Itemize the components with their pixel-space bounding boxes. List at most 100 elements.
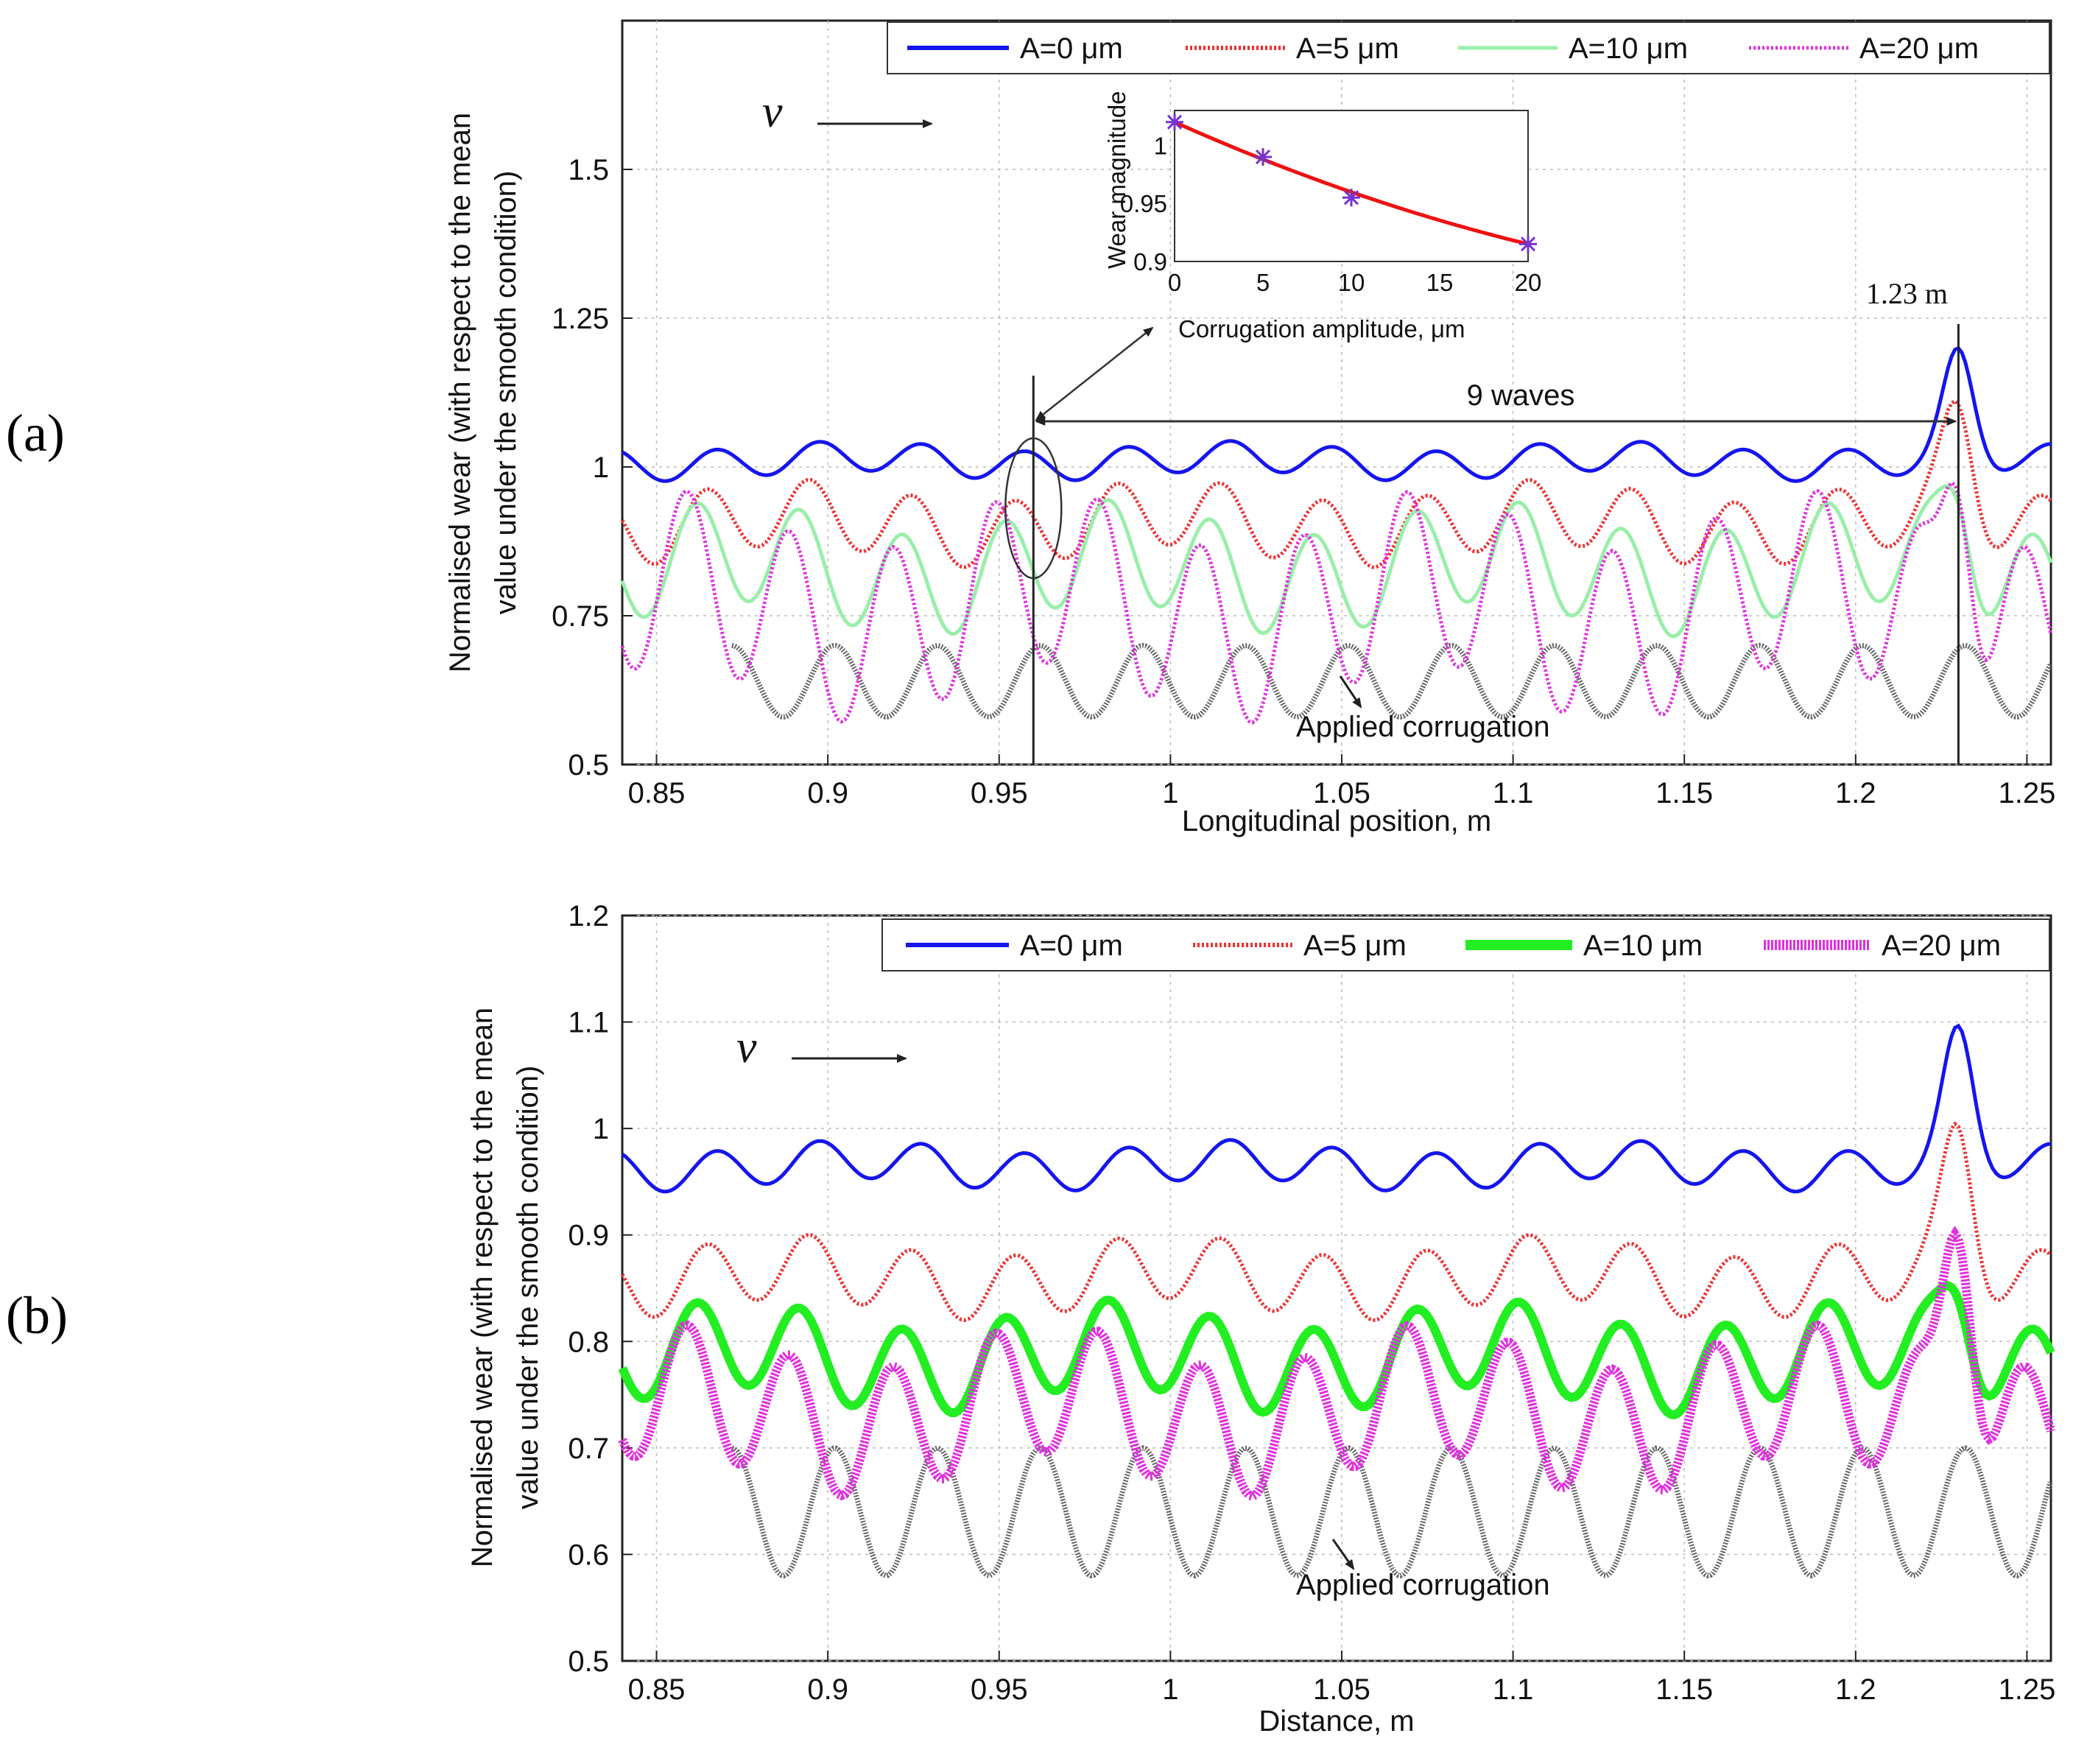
chart-b-xtick-label: 0.85: [628, 1673, 686, 1706]
chart-a-ylabel-line2: value under the smooth condition): [490, 171, 522, 615]
chart-a: 0.85 0.9 0.95 1 1.05 1.1 1.15 1.2 1.25 0.50.7511…: [444, 19, 2056, 837]
chart-b-plot-area: [621, 914, 2052, 1662]
chart-b-velocity-symbol: v: [736, 1022, 757, 1072]
chart-a-xtick-label: 1.1: [1493, 777, 1534, 809]
chart-b-series-line: [618, 1281, 2055, 1420]
chart-b-corrugation: [731, 1445, 2053, 1578]
chart-a-ytick-label: 1.5: [568, 154, 609, 186]
chart-b-series: [618, 1023, 2055, 1501]
chart-b-xtick-label: 1.2: [1835, 1673, 1876, 1706]
chart-b: 0.85 0.9 0.95 1 1.05 1.1 1.15 1.2 1.25 0.5 0.6 0.7…: [466, 900, 2055, 1737]
chart-b-legend: A=0 μm A=5 μm A=10 μm A=20 μm: [881, 918, 2050, 971]
chart-a-ytick-label: 0.75: [552, 600, 609, 633]
chart-a-legend-label-a5: A=5 μm: [1296, 32, 1399, 65]
chart-a-ytick-label: 1.25: [552, 303, 609, 335]
chart-a-inset-plot-area: [1174, 110, 1529, 262]
chart-a-corrugation: [731, 642, 2053, 720]
chart-a-inset-point: [1519, 235, 1537, 253]
chart-a-legend-label-a0: A=0 μm: [1020, 32, 1123, 65]
chart-b-ylabel-line2: value under the smooth condition): [512, 1066, 544, 1510]
chart-b-annotations: v Applied corrugation: [736, 1022, 1550, 1601]
chart-a-xlabel: Longitudinal position, m: [1182, 805, 1491, 837]
chart-a-corrugation-arrow: [1339, 675, 1362, 709]
chart-a-highlight-ellipse: [1004, 437, 1063, 580]
chart-a-series-line: [620, 484, 2053, 639]
chart-a-series: [620, 345, 2053, 725]
chart-a-nine-waves-label: 9 waves: [1467, 379, 1575, 412]
chart-a-series-line: [620, 398, 2052, 569]
chart-b-xtick-label: 1.1: [1493, 1673, 1534, 1706]
chart-a-inset-ytick-label: 0.95: [1120, 190, 1167, 217]
chart-b-corrugation-line: [731, 1445, 2053, 1578]
chart-a-legend-label-a20: A=20 μm: [1859, 32, 1979, 65]
chart-a-inset-ytick-label: 0.9: [1133, 248, 1167, 275]
chart-a-inset-ytick-label: 1: [1154, 132, 1167, 159]
chart-a-x-ticks: 0.85 0.9 0.95 1 1.05 1.1 1.15 1.2 1.25: [628, 754, 2056, 809]
chart-b-ytick-label: 1.2: [568, 900, 609, 932]
chart-a-inset-points: [1166, 113, 1537, 253]
chart-a-legend-label-a10: A=10 μm: [1569, 32, 1688, 65]
chart-b-y-ticks: 0.5 0.6 0.7 0.8 0.9 1 1.1 1.2: [568, 900, 633, 1678]
chart-a-series-line: [621, 345, 2052, 483]
chart-a-inset-ticks: 0 5 10 15 20 0.9 0.95 1: [1120, 132, 1542, 296]
chart-b-corrugation-label: Applied corrugation: [1296, 1569, 1550, 1601]
chart-a-inset-point: [1254, 148, 1272, 166]
chart-b-ytick-label: 1.1: [568, 1007, 609, 1039]
chart-b-ytick-label: 0.8: [568, 1326, 609, 1358]
chart-a-inset-xtick-label: 15: [1426, 269, 1454, 296]
chart-a-y-ticks: 0.5 0.75 1 1.25 1.5: [552, 154, 633, 781]
chart-a-xtick-label: 1.25: [1999, 777, 2056, 809]
chart-b-series-line: [618, 1226, 2055, 1501]
chart-b-xtick-label: 0.95: [971, 1673, 1028, 1706]
chart-b-corrugation-arrow: [1331, 1539, 1355, 1570]
panel-b-letter: (b): [6, 1286, 68, 1345]
chart-a-xtick-label: 1.15: [1655, 777, 1713, 809]
chart-a-inset-xtick-label: 5: [1256, 269, 1270, 296]
chart-a-ytick-label: 1: [593, 451, 609, 484]
chart-a-inset-point: [1166, 113, 1183, 131]
chart-b-ytick-label: 1: [593, 1113, 609, 1145]
chart-a-peak-position-label: 1.23 m: [1866, 277, 1948, 310]
chart-a-inset-xtick-label: 10: [1338, 269, 1365, 296]
chart-b-xtick-label: 1.15: [1655, 1673, 1713, 1706]
chart-a-inset-xlabel: Corrugation amplitude, μm: [1178, 315, 1465, 342]
chart-b-xtick-label: 1.25: [1999, 1673, 2056, 1706]
chart-a-ytick-label: 0.5: [568, 749, 609, 781]
chart-a-xtick-label: 0.9: [807, 777, 848, 809]
chart-a-legend: A=0 μm A=5 μm A=10 μm A=20 μm: [887, 21, 2050, 74]
chart-b-x-ticks: 0.85 0.9 0.95 1 1.05 1.1 1.15 1.2 1.25: [628, 1651, 2056, 1706]
chart-a-xtick-label: 0.85: [628, 777, 686, 809]
chart-a-corrugation-line: [731, 642, 2053, 720]
chart-b-series-line: [621, 1023, 2052, 1194]
chart-a-inset-xtick-label: 20: [1515, 269, 1542, 296]
chart-b-xtick-label: 0.9: [807, 1673, 848, 1706]
chart-a-inset-point: [1342, 189, 1360, 207]
chart-a-xtick-label: 1.05: [1313, 777, 1370, 809]
chart-a-corrugation-label: Applied corrugation: [1296, 711, 1550, 743]
chart-a-ylabel-line1: Normalised wear (with respect to the mea…: [444, 113, 476, 672]
chart-b-ylabel-line1: Normalised wear (with respect to the mea…: [466, 1008, 499, 1567]
chart-b-legend-label-a20: A=20 μm: [1882, 930, 2001, 962]
chart-b-ytick-label: 0.9: [568, 1220, 609, 1252]
chart-a-xtick-label: 1.2: [1835, 777, 1876, 809]
chart-b-legend-label-a0: A=0 μm: [1020, 930, 1123, 962]
chart-a-inset: 0 5 10 15 20 0.9 0.95 1 Corrugation amplitude, …: [1103, 91, 1541, 342]
chart-b-ytick-label: 0.6: [568, 1539, 609, 1571]
chart-a-legend-box: [887, 21, 2050, 74]
chart-b-xlabel: Distance, m: [1259, 1705, 1414, 1737]
chart-a-inset-xtick-label: 0: [1168, 269, 1181, 296]
chart-b-legend-label-a10: A=10 μm: [1583, 930, 1703, 962]
panel-a-letter: (a): [6, 404, 65, 463]
chart-a-annotations: 9 waves 1.23 m v Applied corrugation: [762, 87, 1960, 765]
chart-b-xtick-label: 1: [1162, 1673, 1178, 1706]
chart-b-ytick-label: 0.7: [568, 1433, 609, 1465]
chart-a-inset-ylabel: Wear magnitude: [1103, 91, 1130, 269]
chart-b-xtick-label: 1.05: [1313, 1673, 1370, 1706]
chart-b-ytick-label: 0.5: [568, 1645, 609, 1678]
chart-a-xtick-label: 1: [1162, 777, 1178, 809]
chart-b-legend-label-a5: A=5 μm: [1303, 930, 1407, 962]
chart-a-xtick-label: 0.95: [971, 777, 1028, 809]
chart-a-inset-pointer-arrow: [1035, 326, 1154, 421]
chart-a-velocity-symbol: v: [762, 87, 783, 137]
